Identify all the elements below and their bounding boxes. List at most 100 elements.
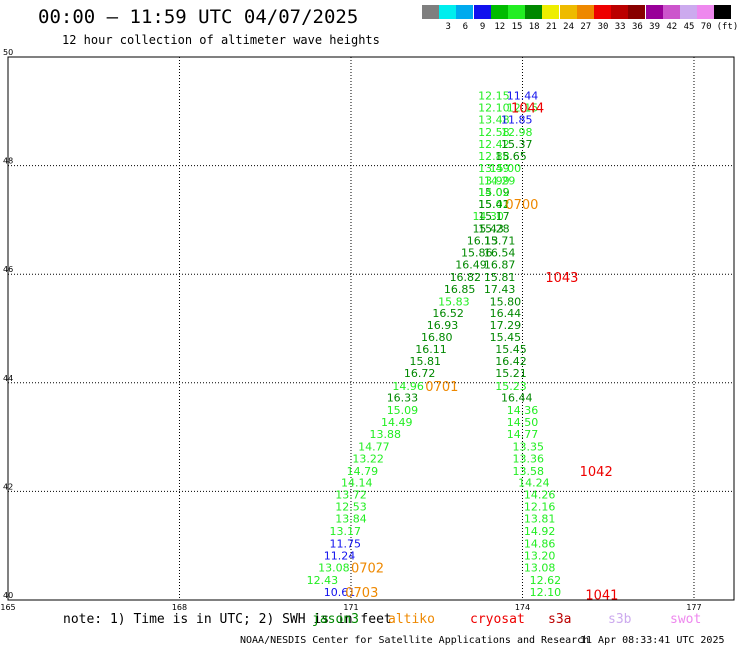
legend-label: 24 (563, 22, 575, 32)
y-tick-label: 44 (3, 374, 13, 383)
wave-height-label: 16.52 (432, 307, 464, 320)
wave-height-label: 13.72 (335, 489, 367, 502)
pass-time-label: 1041 (585, 589, 618, 604)
wave-height-label: 16.49 (455, 258, 487, 271)
wave-height-label: 13.88 (370, 428, 402, 441)
wave-height-label: 13.48 (478, 113, 510, 126)
wave-height-label: 14.36 (507, 404, 539, 417)
legend-swatch (525, 5, 543, 19)
wave-height-label: 14.49 (381, 416, 413, 429)
wave-height-label: 15.00 (490, 162, 522, 175)
wave-height-label: 13.58 (512, 465, 544, 478)
wave-height-label: 17.43 (484, 283, 516, 296)
y-tick-label: 40 (3, 591, 13, 600)
wave-height-label: 14.30 (472, 210, 504, 223)
wave-height-label: 15.17 (478, 210, 510, 223)
legend-label: 33 (614, 22, 626, 32)
wave-height-label: 14.29 (484, 174, 516, 187)
wave-height-label: 15.81 (484, 271, 516, 284)
wave-height-label: 16.44 (501, 391, 533, 404)
pass-time-label: 0703 (345, 586, 378, 601)
satellite-jason3: jason3 (312, 612, 359, 627)
legend-swatch (508, 5, 525, 19)
wave-height-label: 14.86 (524, 538, 556, 551)
wave-height-label: 13.22 (352, 452, 384, 465)
wave-height-label: 12.62 (530, 574, 562, 587)
wave-height-label: 13.17 (330, 525, 362, 538)
y-tick-label: 48 (3, 157, 13, 166)
legend-swatch (542, 5, 560, 19)
wave-height-label: 14.77 (507, 428, 539, 441)
legend-label: 45 (683, 22, 695, 32)
pass-time-label: 1043 (545, 271, 578, 286)
pass-time-label: 0700 (505, 198, 538, 213)
wave-height-label: 14.50 (507, 416, 539, 429)
wave-height-label: 15.65 (495, 150, 527, 163)
wave-height-label: 17.29 (490, 319, 522, 332)
pass-time-label: 0701 (425, 380, 458, 395)
legend-swatch (611, 5, 629, 19)
wave-height-label: 11.24 (324, 549, 356, 562)
pass-time-label: 0702 (351, 561, 384, 576)
legend-swatch (680, 5, 697, 19)
x-tick-label: 171 (343, 603, 358, 612)
wave-height-label: 12.15 (507, 101, 539, 114)
wave-height-label: 14.96 (392, 380, 424, 393)
legend-swatch (594, 5, 611, 19)
wave-height-label: 11.44 (507, 90, 539, 103)
wave-height-label: 16.44 (490, 307, 522, 320)
wave-height-label: 16.13 (467, 235, 499, 248)
legend-swatch (576, 5, 594, 19)
wave-height-label: 16.87 (484, 258, 516, 271)
satellite-s3b: s3b (608, 612, 632, 627)
wave-height-label: 16.11 (415, 343, 447, 356)
plot-frame (7, 56, 735, 601)
legend-unit: (ft) (716, 22, 739, 32)
wave-height-label: 12.88 (478, 150, 510, 163)
wave-height-label: 12.15 (478, 90, 510, 103)
wave-height-label: 15.45 (490, 331, 522, 344)
pass-time-label: 1044 (511, 101, 544, 116)
chart-title: 00:00 – 11:59 UTC 04/07/2025 (38, 6, 359, 28)
legend-swatch (439, 5, 457, 19)
legend-swatch (422, 5, 439, 19)
wave-height-label: 14.14 (341, 477, 373, 490)
satellite-altiko: altiko (388, 612, 435, 627)
y-tick-label: 42 (3, 482, 13, 491)
pass-time-label: 1042 (580, 465, 613, 480)
legend-label: 9 (479, 22, 486, 32)
legend-swatch (456, 5, 474, 19)
legend-swatch (697, 5, 715, 19)
wave-height-label: 12.98 (501, 126, 533, 139)
wave-height-label: 13.36 (512, 452, 544, 465)
wave-height-label: 13.84 (335, 513, 367, 526)
wave-height-label: 15.09 (478, 186, 510, 199)
legend-swatch (662, 5, 680, 19)
wave-height-label: 15.80 (490, 295, 522, 308)
wave-height-label: 15.45 (495, 343, 527, 356)
wave-height-label: 14.26 (524, 489, 556, 502)
wave-height-label: 15.81 (410, 355, 442, 368)
wave-height-label: 16.80 (421, 331, 453, 344)
wave-height-label: 12.53 (335, 501, 367, 514)
legend-swatch (628, 5, 646, 19)
legend-label: 18 (528, 22, 540, 32)
wave-height-label: 15.83 (438, 295, 470, 308)
wave-height-label: 12.10 (530, 586, 562, 599)
wave-height-label: 16.85 (444, 283, 476, 296)
chart-subtitle: 12 hour collection of altimeter wave hei… (62, 33, 380, 47)
legend-label: 30 (597, 22, 609, 32)
wave-height-label: 16.82 (450, 271, 482, 284)
wave-height-label: 13.81 (524, 513, 556, 526)
y-tick-label: 50 (3, 48, 13, 57)
legend-swatch (559, 5, 577, 19)
satellite-cryosat: cryosat (470, 612, 525, 627)
legend-label: 42 (666, 22, 678, 32)
wave-height-label: 13.99 (478, 174, 510, 187)
legend-label: 39 (649, 22, 661, 32)
wave-height-label: 15.23 (495, 380, 527, 393)
wave-height-label: 15.21 (495, 367, 527, 380)
wave-height-label: 16.93 (427, 319, 459, 332)
wave-height-label: 15.86 (461, 246, 493, 259)
legend-label: 3 (445, 22, 451, 32)
